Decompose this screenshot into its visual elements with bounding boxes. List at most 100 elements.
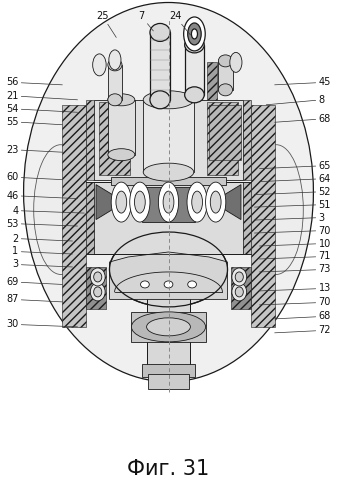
Text: 56: 56: [6, 77, 62, 87]
Ellipse shape: [108, 59, 122, 71]
Bar: [185, 45, 204, 95]
Ellipse shape: [24, 2, 313, 382]
Ellipse shape: [143, 163, 194, 181]
Ellipse shape: [184, 17, 205, 51]
Text: 51: 51: [254, 200, 331, 210]
Bar: [108, 65, 122, 100]
Polygon shape: [99, 102, 130, 175]
Text: 8: 8: [266, 95, 325, 105]
Ellipse shape: [131, 312, 206, 342]
Text: 68: 68: [275, 114, 331, 124]
Text: 55: 55: [6, 117, 62, 127]
Ellipse shape: [235, 272, 243, 282]
Polygon shape: [243, 100, 251, 180]
Text: 69: 69: [6, 277, 62, 287]
Polygon shape: [212, 185, 241, 220]
Ellipse shape: [134, 191, 145, 213]
Ellipse shape: [232, 268, 247, 286]
Text: 54: 54: [6, 104, 78, 114]
Ellipse shape: [185, 87, 204, 103]
Text: 72: 72: [275, 325, 331, 335]
Ellipse shape: [232, 283, 247, 301]
Polygon shape: [231, 267, 251, 309]
Text: 60: 60: [6, 172, 62, 182]
Ellipse shape: [93, 54, 106, 76]
Bar: [147, 294, 190, 367]
Ellipse shape: [158, 182, 179, 222]
Bar: [111, 177, 226, 185]
Text: 10: 10: [259, 239, 331, 249]
Text: 3: 3: [12, 259, 72, 269]
Bar: [108, 100, 135, 155]
Polygon shape: [110, 252, 227, 299]
Text: 21: 21: [6, 91, 78, 101]
Ellipse shape: [90, 268, 105, 286]
Ellipse shape: [108, 94, 122, 106]
Ellipse shape: [206, 182, 226, 222]
Bar: [94, 182, 243, 254]
Text: 3: 3: [254, 213, 325, 223]
Text: 71: 71: [259, 251, 331, 261]
Text: 13: 13: [259, 283, 331, 293]
Ellipse shape: [187, 182, 207, 222]
Polygon shape: [207, 102, 238, 175]
Polygon shape: [86, 267, 106, 309]
Ellipse shape: [109, 50, 121, 70]
Text: 25: 25: [96, 11, 116, 37]
Ellipse shape: [90, 283, 105, 301]
Ellipse shape: [150, 91, 170, 109]
Text: 68: 68: [275, 311, 331, 321]
Text: 23: 23: [6, 145, 62, 155]
Text: 30: 30: [6, 319, 78, 329]
Ellipse shape: [94, 272, 102, 282]
Text: 24: 24: [169, 11, 190, 35]
Text: 45: 45: [275, 77, 331, 87]
Ellipse shape: [235, 287, 243, 297]
Ellipse shape: [147, 318, 190, 336]
Bar: [131, 312, 206, 342]
Text: 70: 70: [259, 297, 331, 307]
Polygon shape: [86, 100, 94, 180]
Ellipse shape: [108, 94, 135, 106]
Text: 73: 73: [259, 264, 331, 274]
Polygon shape: [243, 182, 251, 254]
Ellipse shape: [130, 182, 150, 222]
Ellipse shape: [143, 91, 194, 109]
Ellipse shape: [116, 191, 127, 213]
Ellipse shape: [94, 287, 102, 297]
Bar: [94, 100, 243, 180]
Text: 65: 65: [259, 161, 331, 171]
Text: 46: 46: [6, 191, 78, 201]
Ellipse shape: [218, 55, 233, 67]
Text: 52: 52: [254, 187, 331, 197]
Polygon shape: [207, 62, 217, 100]
Ellipse shape: [108, 149, 135, 161]
Ellipse shape: [150, 23, 170, 41]
Ellipse shape: [230, 52, 242, 72]
Bar: [142, 187, 195, 222]
Ellipse shape: [141, 281, 149, 288]
Text: 7: 7: [139, 11, 153, 31]
Bar: [148, 374, 189, 389]
Text: 53: 53: [6, 219, 78, 229]
Ellipse shape: [188, 281, 196, 288]
Ellipse shape: [191, 29, 197, 39]
Bar: [142, 364, 195, 377]
Ellipse shape: [110, 232, 227, 307]
Bar: [143, 100, 194, 172]
Text: 70: 70: [254, 226, 331, 236]
Polygon shape: [209, 105, 241, 160]
Bar: [150, 32, 170, 100]
Text: 2: 2: [12, 234, 72, 244]
Text: 1: 1: [12, 247, 72, 256]
Ellipse shape: [163, 191, 174, 213]
Text: 87: 87: [6, 294, 62, 304]
Ellipse shape: [192, 191, 203, 213]
Polygon shape: [251, 105, 275, 327]
Ellipse shape: [164, 281, 173, 288]
Ellipse shape: [185, 37, 204, 53]
Ellipse shape: [210, 191, 221, 213]
Polygon shape: [62, 105, 86, 327]
Polygon shape: [96, 185, 125, 220]
Polygon shape: [86, 182, 94, 254]
